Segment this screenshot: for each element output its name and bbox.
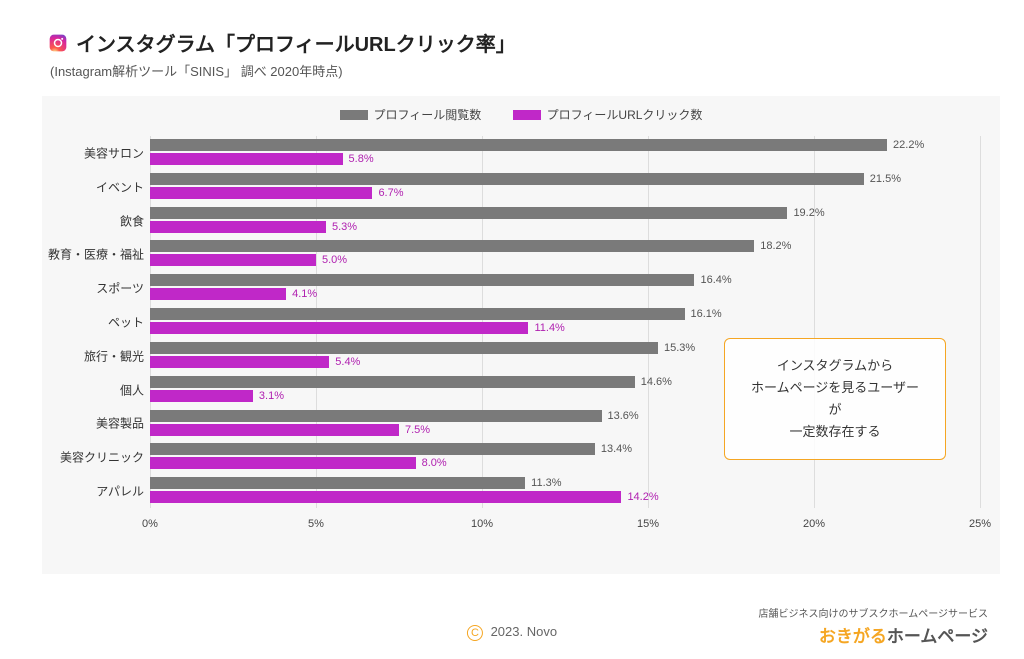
bar-clicks xyxy=(150,356,329,368)
value-label-views: 11.3% xyxy=(531,477,561,489)
bar-views xyxy=(150,240,754,252)
bar-views xyxy=(150,274,694,286)
callout-line: インスタグラムから xyxy=(745,355,925,377)
callout-line: 一定数存在する xyxy=(745,421,925,443)
bar-views xyxy=(150,410,602,422)
category-label: スポーツ xyxy=(40,280,150,297)
category-label: 個人 xyxy=(40,381,150,398)
brand-part1: おきがる xyxy=(819,627,887,646)
value-label-clicks: 5.8% xyxy=(349,153,374,165)
legend-item-clicks: プロフィールURLクリック数 xyxy=(513,106,703,123)
value-label-views: 14.6% xyxy=(641,376,672,388)
bar-clicks xyxy=(150,457,416,469)
value-label-clicks: 14.2% xyxy=(627,491,658,503)
value-label-views: 15.3% xyxy=(664,342,695,354)
x-axis-tick-label: 15% xyxy=(637,518,659,530)
x-axis-tick-label: 10% xyxy=(471,518,493,530)
value-label-views: 13.4% xyxy=(601,443,632,455)
bar-views xyxy=(150,308,685,320)
bar-clicks xyxy=(150,491,621,503)
bar-clicks xyxy=(150,390,253,402)
value-label-views: 21.5% xyxy=(870,173,901,185)
value-label-clicks: 11.4% xyxy=(534,322,564,334)
page-subtitle: (Instagram解析ツール「SINIS」 調べ 2020年時点) xyxy=(50,61,1024,80)
header: インスタグラム「プロフィールURLクリック率」 (Instagram解析ツール「… xyxy=(0,0,1024,80)
callout-box: インスタグラムからホームページを見るユーザーが一定数存在する xyxy=(724,338,946,460)
chart-row: 美容サロン22.2%5.8% xyxy=(150,136,980,170)
bar-clicks xyxy=(150,153,343,165)
footer: 店舗ビジネス向けのサブスクホームページサービス おきがるホームページ xyxy=(0,605,1024,647)
value-label-clicks: 8.0% xyxy=(422,457,447,469)
bar-clicks xyxy=(150,322,528,334)
category-label: 旅行・観光 xyxy=(40,347,150,364)
value-label-clicks: 5.3% xyxy=(332,221,357,233)
category-label: 教育・医療・福祉 xyxy=(40,246,150,263)
x-axis-tick-label: 0% xyxy=(142,518,158,530)
bar-clicks xyxy=(150,187,372,199)
category-label: 美容サロン xyxy=(40,144,150,161)
value-label-clicks: 3.1% xyxy=(259,390,284,402)
bar-views xyxy=(150,342,658,354)
bar-views xyxy=(150,477,525,489)
value-label-views: 16.1% xyxy=(691,308,722,320)
value-label-clicks: 6.7% xyxy=(378,187,403,199)
chart-container: プロフィール閲覧数 プロフィールURLクリック数 0% 5% 10% 15% 20% 25… xyxy=(42,96,1000,574)
x-axis-tick-label: 25% xyxy=(969,518,991,530)
value-label-views: 18.2% xyxy=(760,240,791,252)
page-title: インスタグラム「プロフィールURLクリック率」 xyxy=(76,28,516,57)
legend-label-views: プロフィール閲覧数 xyxy=(374,106,482,123)
value-label-clicks: 4.1% xyxy=(292,288,317,300)
plot-area: 0%5%10%15%20%25%美容サロン22.2%5.8%イベント21.5%6… xyxy=(150,136,980,536)
legend: プロフィール閲覧数 プロフィールURLクリック数 xyxy=(42,106,1000,123)
chart-row: スポーツ16.4%4.1% xyxy=(150,271,980,305)
chart-row: イベント21.5%6.7% xyxy=(150,170,980,204)
category-label: 美容クリニック xyxy=(40,449,150,466)
legend-swatch-clicks xyxy=(513,110,541,120)
value-label-views: 16.4% xyxy=(700,274,731,286)
bar-views xyxy=(150,207,787,219)
category-label: 飲食 xyxy=(40,212,150,229)
value-label-clicks: 7.5% xyxy=(405,424,430,436)
bar-clicks xyxy=(150,288,286,300)
chart-row: アパレル11.3%14.2% xyxy=(150,474,980,508)
instagram-icon xyxy=(48,33,68,53)
category-label: 美容製品 xyxy=(40,415,150,432)
legend-label-clicks: プロフィールURLクリック数 xyxy=(547,106,703,123)
value-label-clicks: 5.4% xyxy=(335,356,360,368)
bar-clicks xyxy=(150,254,316,266)
legend-swatch-views xyxy=(340,110,368,120)
category-label: ペット xyxy=(40,313,150,330)
chart-row: ペット16.1%11.4% xyxy=(150,305,980,339)
chart-row: 飲食19.2%5.3% xyxy=(150,204,980,238)
bar-views xyxy=(150,376,635,388)
brand-logo: おきがるホームページ xyxy=(759,622,989,647)
x-axis-tick-label: 5% xyxy=(308,518,324,530)
gridline xyxy=(980,136,981,508)
x-axis-tick-label: 20% xyxy=(803,518,825,530)
brand-block: 店舗ビジネス向けのサブスクホームページサービス おきがるホームページ xyxy=(759,605,989,647)
category-label: アパレル xyxy=(40,483,150,500)
brand-part2: ホームページ xyxy=(887,627,988,646)
category-label: イベント xyxy=(40,178,150,195)
legend-item-views: プロフィール閲覧数 xyxy=(340,106,482,123)
chart-row: 教育・医療・福祉18.2%5.0% xyxy=(150,237,980,271)
bar-views xyxy=(150,139,887,151)
value-label-views: 13.6% xyxy=(608,410,639,422)
bar-clicks xyxy=(150,221,326,233)
bar-views xyxy=(150,173,864,185)
bar-clicks xyxy=(150,424,399,436)
value-label-views: 22.2% xyxy=(893,139,924,151)
callout-line: ホームページを見るユーザーが xyxy=(745,377,925,421)
value-label-clicks: 5.0% xyxy=(322,254,347,266)
brand-tagline: 店舗ビジネス向けのサブスクホームページサービス xyxy=(759,605,989,620)
bar-views xyxy=(150,443,595,455)
value-label-views: 19.2% xyxy=(793,207,824,219)
